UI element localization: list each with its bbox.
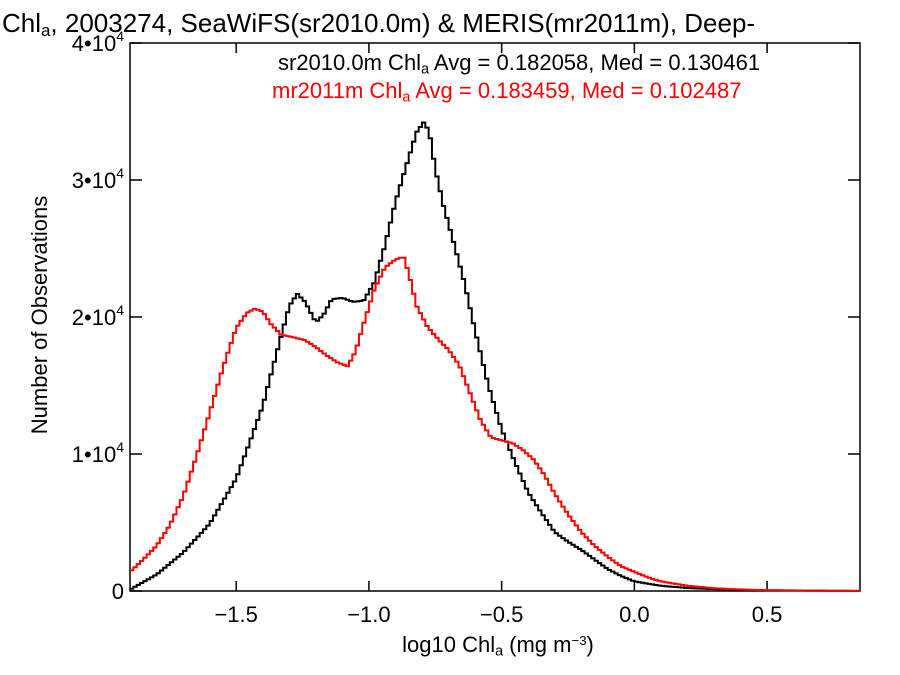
x-tick-label: 0.0 <box>619 602 650 627</box>
annotation-sr2010: sr2010.0m Chla Avg = 0.182058, Med = 0.1… <box>278 50 761 78</box>
x-tick-label: −1.0 <box>347 602 390 627</box>
series-line-mr2011m <box>130 256 860 592</box>
x-tick-label: −1.5 <box>214 602 257 627</box>
series-line-sr2010.0m <box>130 121 860 592</box>
plot-frame <box>129 42 861 592</box>
y-axis-label: Number of Observations <box>27 195 52 435</box>
y-tick-label: 4•104 <box>72 28 124 56</box>
x-axis: −1.5 −1.0 −0.5 0.0 0.5 <box>214 43 782 627</box>
series-layer <box>130 121 860 592</box>
annotation-mr2011: mr2011m Chla Avg = 0.183459, Med = 0.102… <box>272 78 742 106</box>
y-tick-label: 2•104 <box>72 302 124 330</box>
y-axis: 0 1•104 2•104 3•104 4•104 <box>72 28 860 604</box>
y-tick-label: 3•104 <box>72 165 124 193</box>
x-tick-label: 0.5 <box>752 602 783 627</box>
y-tick-label: 1•104 <box>72 439 124 467</box>
y-tick-label: 0 <box>112 579 124 604</box>
chart-title: Chla, 2003274, SeaWiFS(sr2010.0m) & MERI… <box>2 8 756 41</box>
x-tick-label: −0.5 <box>480 602 523 627</box>
x-axis-label: log10 Chla (mg m−3) <box>402 632 594 660</box>
